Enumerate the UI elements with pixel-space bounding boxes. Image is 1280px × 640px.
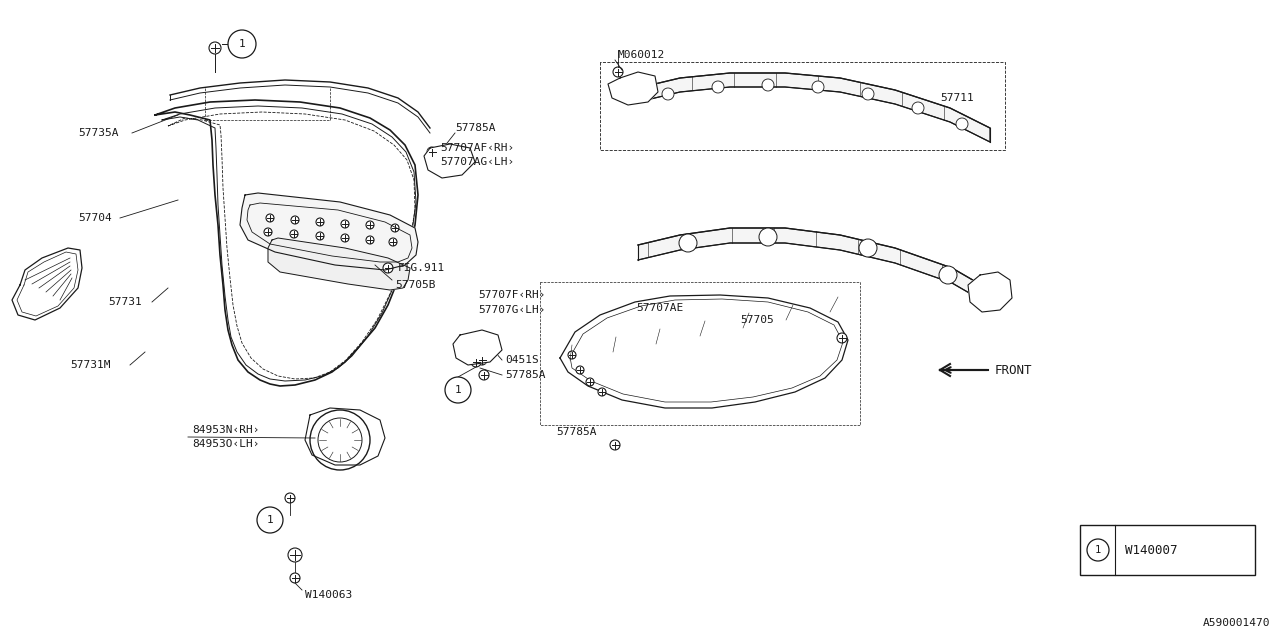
Text: 57731M: 57731M	[70, 360, 110, 370]
Text: 57711: 57711	[940, 93, 974, 103]
Circle shape	[257, 507, 283, 533]
Circle shape	[291, 216, 300, 224]
Circle shape	[228, 30, 256, 58]
Text: 57705B: 57705B	[396, 280, 435, 290]
Circle shape	[366, 221, 374, 229]
Circle shape	[316, 218, 324, 226]
Circle shape	[586, 378, 594, 386]
Text: 57704: 57704	[78, 213, 111, 223]
Text: 57735A: 57735A	[78, 128, 119, 138]
Circle shape	[428, 147, 436, 157]
Text: 57785A: 57785A	[506, 370, 545, 380]
Text: W140007: W140007	[1125, 543, 1178, 557]
Circle shape	[613, 67, 623, 77]
Circle shape	[340, 234, 349, 242]
Circle shape	[837, 333, 847, 343]
Text: 57785A: 57785A	[556, 427, 596, 437]
Text: 57707AE: 57707AE	[636, 303, 684, 313]
Text: 57707AG‹LH›: 57707AG‹LH›	[440, 157, 515, 167]
Circle shape	[340, 220, 349, 228]
Circle shape	[264, 228, 273, 236]
Polygon shape	[637, 228, 989, 305]
Circle shape	[859, 239, 877, 257]
Circle shape	[389, 238, 397, 246]
Circle shape	[266, 214, 274, 222]
Text: 1: 1	[238, 39, 246, 49]
Circle shape	[598, 388, 605, 396]
Circle shape	[291, 230, 298, 238]
Text: 57731: 57731	[108, 297, 142, 307]
Circle shape	[383, 263, 393, 273]
Polygon shape	[155, 100, 419, 386]
Circle shape	[288, 548, 302, 562]
Circle shape	[662, 88, 675, 100]
Text: 57705: 57705	[740, 315, 773, 325]
Text: 84953O‹LH›: 84953O‹LH›	[192, 439, 260, 449]
Circle shape	[209, 42, 221, 54]
Circle shape	[390, 224, 399, 232]
Text: FRONT: FRONT	[995, 364, 1033, 376]
Circle shape	[678, 234, 698, 252]
Text: 57785A: 57785A	[454, 123, 495, 133]
Text: W140063: W140063	[305, 590, 352, 600]
Text: 1: 1	[454, 385, 461, 395]
Polygon shape	[453, 330, 502, 365]
Text: 1: 1	[1094, 545, 1101, 555]
Circle shape	[911, 102, 924, 114]
Polygon shape	[424, 144, 475, 178]
Circle shape	[291, 573, 300, 583]
Text: 84953N‹RH›: 84953N‹RH›	[192, 425, 260, 435]
Circle shape	[812, 81, 824, 93]
Circle shape	[1087, 539, 1108, 561]
Text: FIG.911: FIG.911	[398, 263, 445, 273]
Circle shape	[861, 88, 874, 100]
Circle shape	[576, 366, 584, 374]
Circle shape	[759, 228, 777, 246]
Circle shape	[956, 118, 968, 130]
Circle shape	[568, 351, 576, 359]
Circle shape	[471, 357, 481, 367]
Polygon shape	[305, 408, 385, 465]
Polygon shape	[968, 272, 1012, 312]
Text: 57707F‹RH›: 57707F‹RH›	[477, 290, 545, 300]
Text: 0451S: 0451S	[506, 355, 539, 365]
Text: M060012: M060012	[618, 50, 666, 60]
Circle shape	[445, 377, 471, 403]
Circle shape	[479, 370, 489, 380]
Circle shape	[611, 440, 620, 450]
Circle shape	[762, 79, 774, 91]
Polygon shape	[268, 238, 410, 290]
Circle shape	[477, 355, 486, 365]
Polygon shape	[241, 193, 419, 270]
Circle shape	[285, 493, 294, 503]
Circle shape	[316, 232, 324, 240]
Circle shape	[712, 81, 724, 93]
Circle shape	[940, 266, 957, 284]
Circle shape	[973, 289, 991, 307]
Polygon shape	[561, 295, 849, 408]
Text: A590001470: A590001470	[1202, 618, 1270, 628]
Circle shape	[317, 418, 362, 462]
Polygon shape	[637, 73, 989, 142]
Polygon shape	[608, 72, 658, 105]
Text: 57707G‹LH›: 57707G‹LH›	[477, 305, 545, 315]
Text: 57707AF‹RH›: 57707AF‹RH›	[440, 143, 515, 153]
Circle shape	[310, 410, 370, 470]
Polygon shape	[12, 248, 82, 320]
Text: 1: 1	[266, 515, 274, 525]
Circle shape	[366, 236, 374, 244]
